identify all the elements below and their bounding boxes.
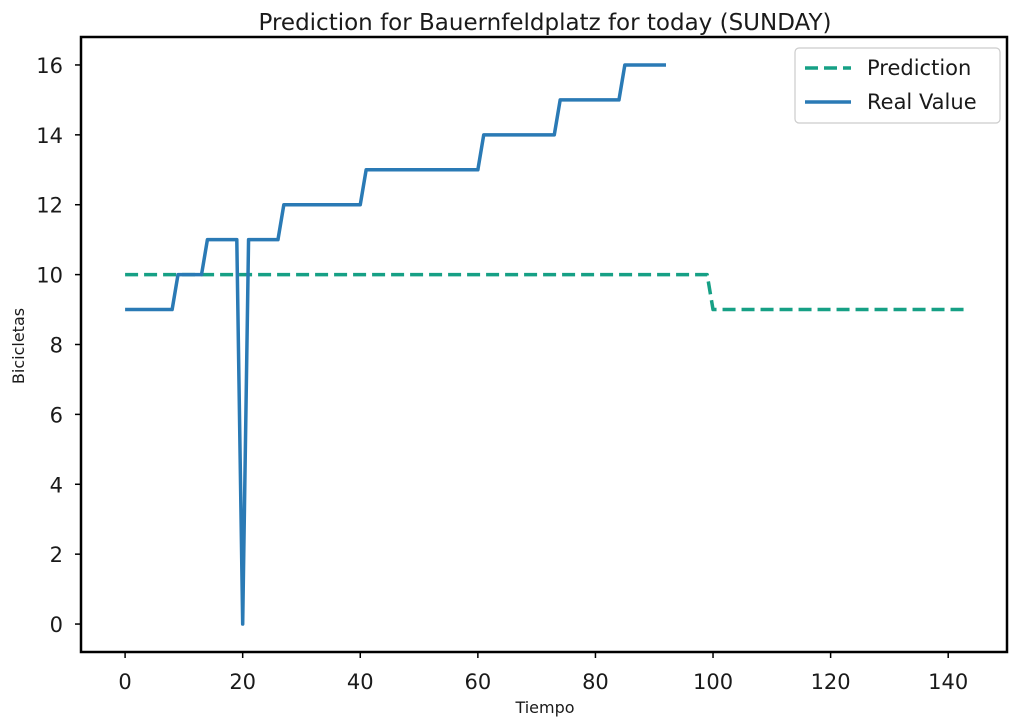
x-tick-label: 120	[811, 670, 851, 694]
y-tick-label: 8	[50, 334, 63, 358]
x-tick-label: 60	[464, 670, 491, 694]
legend-label-real-value: Real Value	[867, 90, 977, 114]
x-tick-label: 40	[347, 670, 374, 694]
y-tick-label: 14	[36, 124, 63, 148]
y-tick-label: 12	[36, 194, 63, 218]
x-tick-label: 140	[928, 670, 968, 694]
x-tick-label: 20	[229, 670, 256, 694]
y-tick-label: 10	[36, 264, 63, 288]
x-tick-label: 100	[693, 670, 733, 694]
y-tick-label: 16	[36, 54, 63, 78]
series-line-real-value	[125, 63, 666, 626]
legend-label-prediction: Prediction	[867, 56, 971, 80]
y-tick-label: 0	[50, 613, 63, 637]
x-tick-label: 80	[582, 670, 609, 694]
y-tick-label: 2	[50, 543, 63, 567]
legend: Prediction Real Value	[794, 47, 1001, 124]
series-line-prediction	[125, 272, 966, 312]
x-tick-label: 0	[118, 670, 131, 694]
series-layer	[125, 63, 966, 626]
x-axis-label: Tiempo	[514, 698, 574, 717]
tick-layer: 0 20 40 60 80 100 120 140 0 2 4 6 8 10 12 14 16	[36, 54, 968, 694]
y-tick-label: 4	[50, 473, 63, 497]
chart-title: Prediction for Bauernfeldplatz for today…	[259, 10, 832, 36]
y-axis-label: Bicicletas	[9, 308, 28, 384]
plot-frame	[79, 35, 1009, 654]
y-tick-label: 6	[50, 403, 63, 427]
